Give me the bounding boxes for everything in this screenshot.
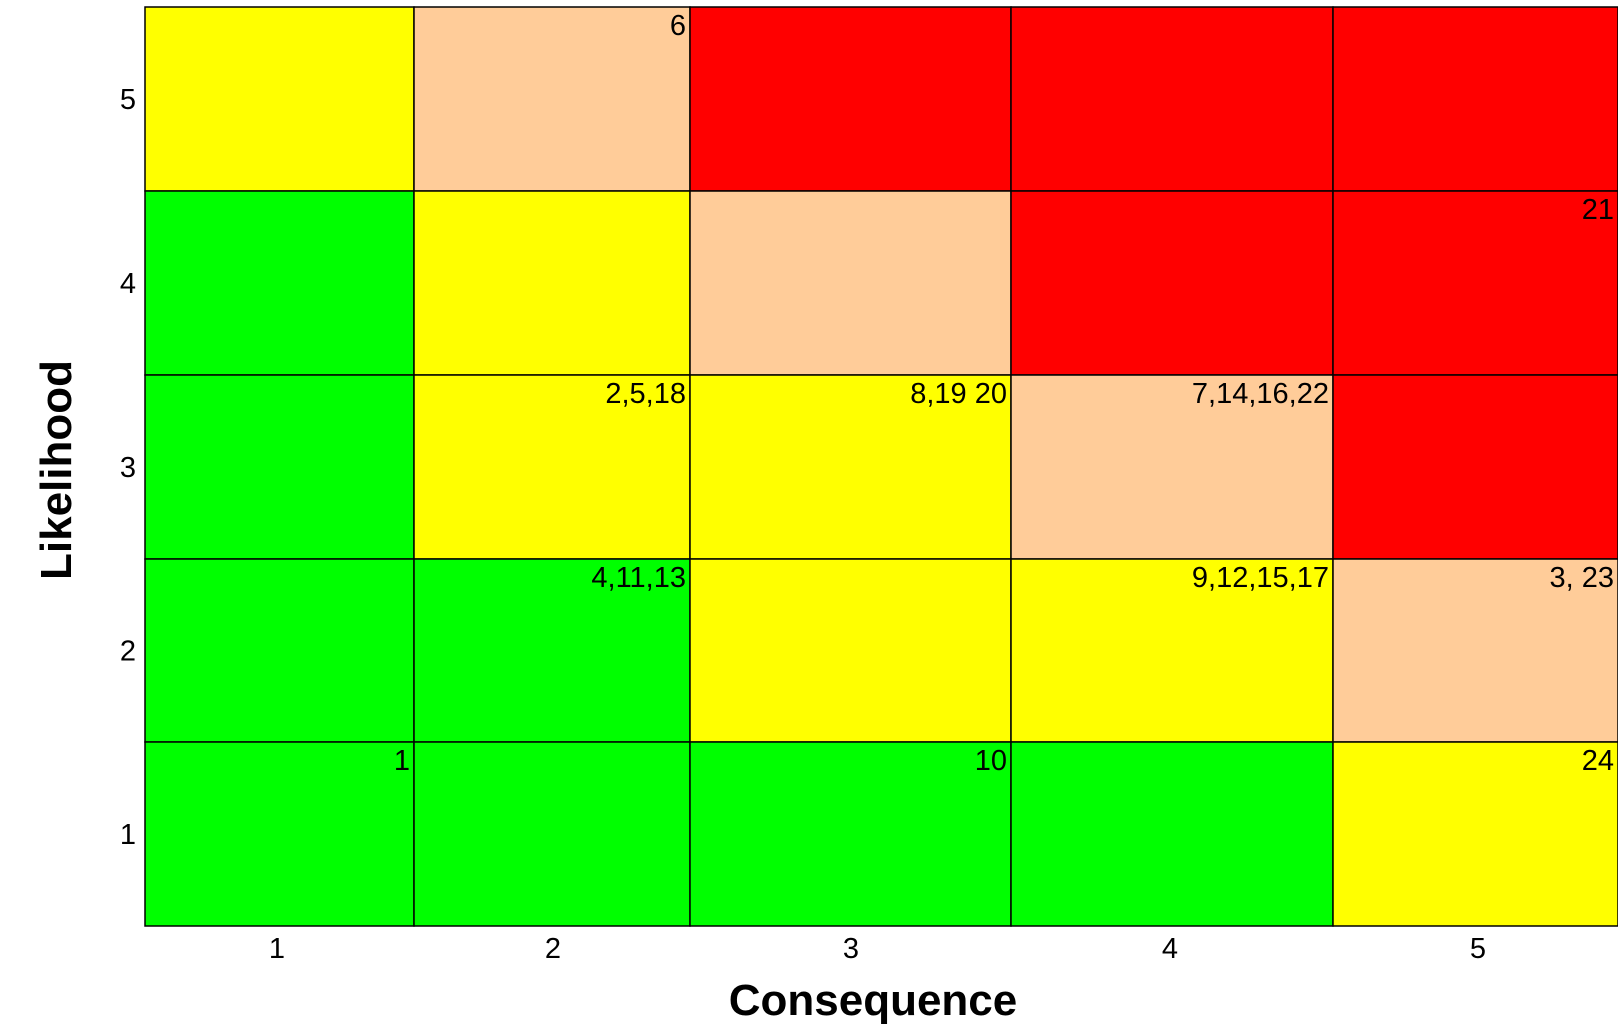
matrix-cell-c3-l5 bbox=[689, 6, 1012, 192]
cell-risk-ids: 4,11,13 bbox=[591, 562, 686, 594]
matrix-cell-c4-l4 bbox=[1010, 190, 1334, 376]
matrix-cell-c5-l5 bbox=[1332, 6, 1618, 192]
matrix-cell-c5-l1 bbox=[1332, 741, 1618, 927]
matrix-cell-c2-l4 bbox=[413, 190, 691, 376]
matrix-cell-c3-l1 bbox=[689, 741, 1012, 927]
cell-risk-ids: 21 bbox=[1582, 194, 1614, 226]
cell-risk-ids: 2,5,18 bbox=[605, 378, 686, 410]
matrix-cell-c5-l3 bbox=[1332, 374, 1618, 560]
matrix-cell-c4-l2 bbox=[1010, 558, 1334, 743]
matrix-cell-c1-l4 bbox=[144, 190, 415, 376]
y-tick-label: 5 bbox=[120, 84, 136, 116]
matrix-cell-c3-l3 bbox=[689, 374, 1012, 560]
y-tick-label: 3 bbox=[120, 452, 136, 484]
y-axis-title: Likelihood bbox=[32, 360, 81, 580]
x-tick-label: 1 bbox=[269, 933, 285, 965]
y-tick-label: 2 bbox=[120, 636, 136, 668]
matrix-cell-c5-l2 bbox=[1332, 558, 1618, 743]
x-axis-ticks: 1 2 3 4 5 bbox=[269, 933, 1486, 965]
matrix-cell-c2-l3 bbox=[413, 374, 691, 560]
cell-risk-ids: 3, 23 bbox=[1550, 562, 1615, 594]
x-axis-title: Consequence bbox=[729, 976, 1018, 1025]
matrix-cell-c2-l5 bbox=[413, 6, 691, 192]
matrix-cell-c2-l1 bbox=[413, 741, 691, 927]
x-tick-label: 3 bbox=[843, 933, 859, 965]
cell-risk-ids: 9,12,15,17 bbox=[1192, 562, 1329, 594]
matrix-cell-c5-l4 bbox=[1332, 190, 1618, 376]
matrix-cell-c2-l2 bbox=[413, 558, 691, 743]
matrix-cell-c4-l1 bbox=[1010, 741, 1334, 927]
y-tick-label: 1 bbox=[120, 819, 136, 851]
x-tick-label: 2 bbox=[545, 933, 561, 965]
matrix-cell-c1-l2 bbox=[144, 558, 415, 743]
cell-risk-ids: 10 bbox=[975, 745, 1007, 777]
matrix-cell-c3-l2 bbox=[689, 558, 1012, 743]
cell-risk-ids: 1 bbox=[394, 745, 410, 777]
matrix-cell-c4-l3 bbox=[1010, 374, 1334, 560]
matrix-cells: 6 21 2,5,18 8,19 20 7,14,16,22 4,11,13 9,12,15… bbox=[144, 6, 1618, 927]
matrix-cell-c1-l5 bbox=[144, 6, 415, 192]
cell-risk-ids: 6 bbox=[670, 10, 686, 42]
y-axis-ticks: 1 2 3 4 5 bbox=[120, 84, 136, 851]
cell-risk-ids: 24 bbox=[1582, 745, 1614, 777]
matrix-cell-c4-l5 bbox=[1010, 6, 1334, 192]
x-tick-label: 4 bbox=[1162, 933, 1178, 965]
cell-risk-ids: 8,19 20 bbox=[910, 378, 1007, 410]
matrix-cell-c1-l3 bbox=[144, 374, 415, 560]
matrix-cell-c3-l4 bbox=[689, 190, 1012, 376]
matrix-cell-c1-l1 bbox=[144, 741, 415, 927]
x-tick-label: 5 bbox=[1470, 933, 1486, 965]
y-tick-label: 4 bbox=[120, 268, 136, 300]
cell-risk-ids: 7,14,16,22 bbox=[1192, 378, 1329, 410]
